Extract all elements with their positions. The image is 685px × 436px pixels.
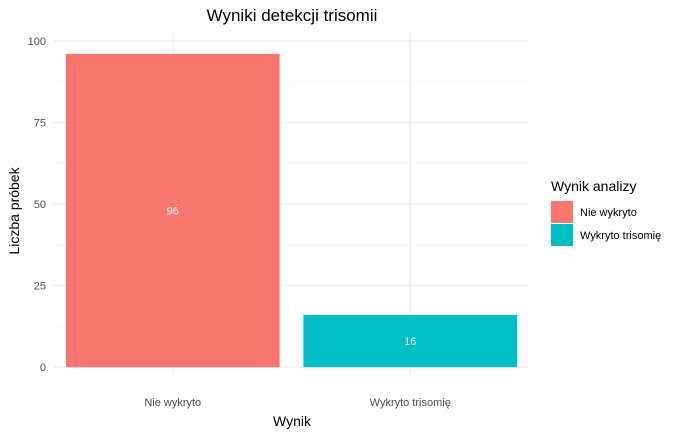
- x-axis-title: Wynik: [273, 413, 312, 429]
- legend-swatch: [551, 224, 573, 246]
- x-axis-ticks: Nie wykryto Wykryto trisomię: [144, 397, 451, 409]
- y-tick-label: 50: [34, 199, 46, 211]
- bars: 96 16: [65, 53, 518, 368]
- chart-title: Wyniki detekcji trisomii: [207, 6, 378, 25]
- legend: Wynik analizy Nie wykryto Wykryto trisomi…: [551, 178, 661, 246]
- bar-data-label: 16: [404, 336, 416, 348]
- bar: [65, 53, 280, 368]
- x-tick-label: Wykryto trisomię: [370, 397, 451, 409]
- legend-swatch: [551, 201, 573, 223]
- y-axis-title: Liczba próbek: [6, 166, 22, 254]
- y-tick-label: 100: [28, 36, 46, 48]
- legend-label: Wykryto trisomię: [580, 230, 661, 242]
- y-tick-label: 75: [34, 117, 46, 129]
- y-axis-ticks: 0 25 50 75 100: [28, 36, 46, 374]
- legend-label: Nie wykryto: [580, 207, 637, 219]
- bar-data-label: 96: [167, 206, 179, 218]
- bar: [303, 314, 518, 368]
- y-tick-label: 0: [40, 362, 46, 374]
- y-tick-label: 25: [34, 281, 46, 293]
- legend-title: Wynik analizy: [551, 178, 636, 194]
- x-tick-label: Nie wykryto: [144, 397, 201, 409]
